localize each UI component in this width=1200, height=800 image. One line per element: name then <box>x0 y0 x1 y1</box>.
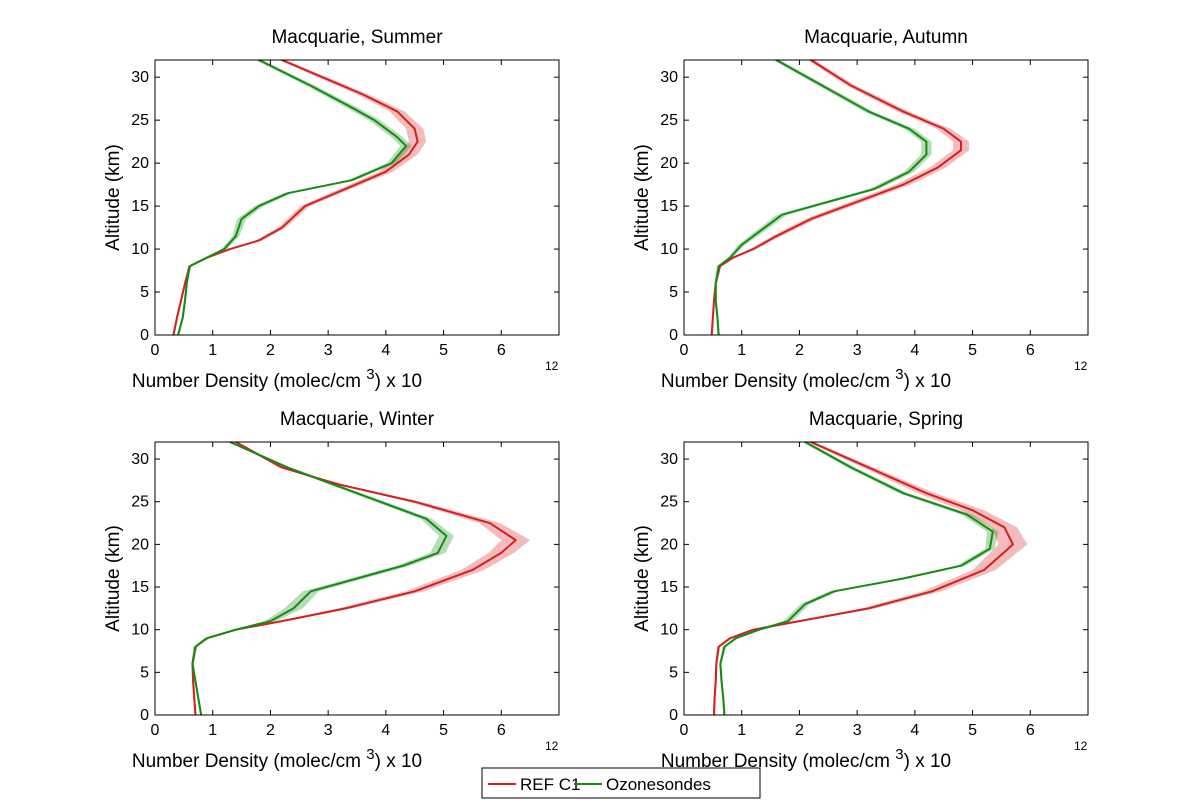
y-tick-label: 5 <box>669 284 678 301</box>
x-tick-label: 4 <box>381 342 390 359</box>
y-tick-label: 25 <box>660 494 678 511</box>
x-tick-label: 0 <box>151 722 160 739</box>
x-tick-label: 4 <box>381 722 390 739</box>
x-tick-label: 5 <box>439 342 448 359</box>
axes-box <box>154 59 560 336</box>
y-tick-label: 30 <box>660 451 678 468</box>
y-tick-label: 10 <box>660 622 678 639</box>
y-tick-label: 30 <box>131 69 149 86</box>
chart-title: Macquarie, Winter <box>280 409 435 430</box>
x-axis-label: Number Density (molec/cm 3) x 10 <box>661 366 951 392</box>
chart-title: Macquarie, Autumn <box>804 27 968 48</box>
x-tick-label: 0 <box>680 722 689 739</box>
y-tick-label: 30 <box>660 69 678 86</box>
legend: REF C1 Ozonesondes <box>481 767 761 799</box>
y-tick-label: 10 <box>660 241 678 258</box>
legend-label-ref-c1: REF C1 <box>520 775 580 794</box>
y-tick-label: 0 <box>140 327 149 344</box>
x-tick-label: 0 <box>151 342 160 359</box>
x-axis-exponent: 12 <box>1074 359 1088 373</box>
y-tick-label: 0 <box>669 327 678 344</box>
axes-box <box>683 59 1089 336</box>
y-tick-label: 10 <box>131 622 149 639</box>
x-tick-label: 0 <box>680 342 689 359</box>
band-ozonesondes <box>714 60 932 335</box>
y-tick-label: 5 <box>140 664 149 681</box>
x-tick-label: 6 <box>497 722 506 739</box>
x-axis-label: Number Density (molec/cm 3) x 10 <box>132 746 422 772</box>
x-axis-exponent: 12 <box>1074 739 1088 753</box>
x-tick-label: 4 <box>910 722 919 739</box>
x-tick-label: 3 <box>853 722 862 739</box>
band-ref-c1 <box>172 60 427 335</box>
y-tick-label: 25 <box>131 112 149 129</box>
x-tick-label: 5 <box>968 722 977 739</box>
legend-box <box>481 767 761 799</box>
x-tick-label: 3 <box>324 342 333 359</box>
chart-title: Macquarie, Spring <box>809 409 963 430</box>
y-tick-label: 15 <box>660 579 678 596</box>
chart-title: Macquarie, Summer <box>271 27 443 48</box>
y-axis-label: Altitude (km) <box>632 525 653 632</box>
axes-box <box>683 441 1089 716</box>
x-tick-label: 1 <box>208 342 217 359</box>
y-tick-label: 20 <box>660 155 678 172</box>
legend-label-ozonesondes: Ozonesondes <box>606 775 711 794</box>
x-axis-exponent: 12 <box>545 739 559 753</box>
y-axis-label: Altitude (km) <box>103 144 124 251</box>
series-line-ref-c1 <box>172 59 419 336</box>
x-tick-label: 3 <box>853 342 862 359</box>
x-tick-label: 1 <box>208 722 217 739</box>
y-tick-label: 5 <box>669 664 678 681</box>
x-axis-exponent: 12 <box>545 359 559 373</box>
axes-box <box>154 441 560 716</box>
series-line-ozonesondes <box>191 441 448 716</box>
y-tick-label: 25 <box>131 494 149 511</box>
x-tick-label: 5 <box>968 342 977 359</box>
series-line-ozonesondes <box>714 59 928 336</box>
band-ref-c1 <box>712 442 1028 715</box>
y-axis-label: Altitude (km) <box>632 144 653 251</box>
y-tick-label: 20 <box>131 155 149 172</box>
y-tick-label: 5 <box>140 284 149 301</box>
band-ozonesondes <box>191 442 454 715</box>
x-tick-label: 3 <box>324 722 333 739</box>
y-tick-label: 15 <box>131 198 149 215</box>
x-tick-label: 2 <box>795 722 804 739</box>
series-line-ozonesondes <box>719 441 994 716</box>
x-tick-label: 2 <box>266 722 275 739</box>
x-axis-label: Number Density (molec/cm 3) x 10 <box>132 366 422 392</box>
x-tick-label: 2 <box>795 342 804 359</box>
x-tick-label: 6 <box>497 342 506 359</box>
x-tick-label: 1 <box>737 342 746 359</box>
series-line-ozonesondes <box>177 59 408 336</box>
y-tick-label: 20 <box>131 536 149 553</box>
series-line-ref-c1 <box>710 59 963 336</box>
y-tick-label: 10 <box>131 241 149 258</box>
y-tick-label: 15 <box>660 198 678 215</box>
x-tick-label: 2 <box>266 342 275 359</box>
y-tick-label: 0 <box>140 707 149 724</box>
y-tick-label: 25 <box>660 112 678 129</box>
y-tick-label: 0 <box>669 707 678 724</box>
y-tick-label: 20 <box>660 536 678 553</box>
x-tick-label: 6 <box>1026 342 1035 359</box>
x-axis-label: Number Density (molec/cm 3) x 10 <box>661 746 951 772</box>
x-tick-label: 6 <box>1026 722 1035 739</box>
x-tick-label: 4 <box>910 342 919 359</box>
y-tick-label: 30 <box>131 451 149 468</box>
y-axis-label: Altitude (km) <box>103 525 124 632</box>
y-tick-label: 15 <box>131 579 149 596</box>
series-line-ref-c1 <box>713 441 1014 716</box>
x-tick-label: 5 <box>439 722 448 739</box>
x-tick-label: 1 <box>737 722 746 739</box>
